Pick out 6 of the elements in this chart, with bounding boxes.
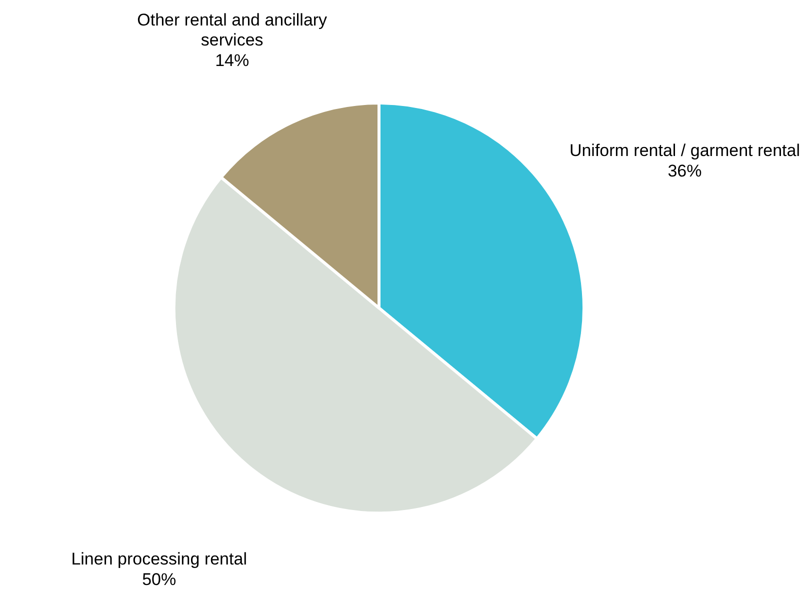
data-label: 50%: [142, 570, 176, 589]
data-label: 14%: [215, 51, 250, 70]
data-label: 36%: [668, 161, 702, 180]
slice-label: Linen processing rental: [71, 550, 247, 568]
slice-label: Uniform rental / garment rental: [569, 141, 800, 160]
slice-label: Other rental and ancillary services: [137, 10, 328, 50]
